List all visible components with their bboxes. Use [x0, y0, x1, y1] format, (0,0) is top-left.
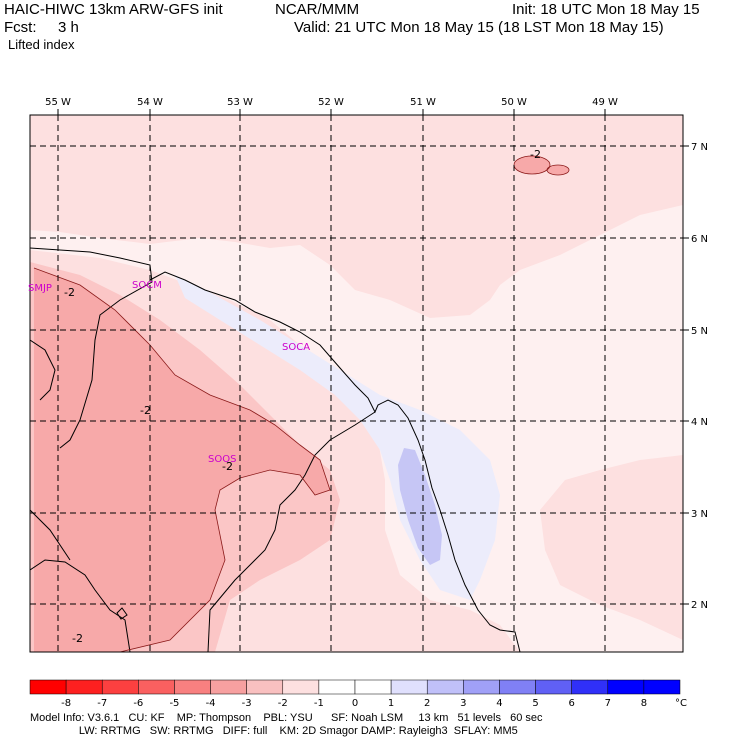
- lon-label: 49 W: [592, 97, 618, 108]
- shade-blob-small: [547, 165, 569, 175]
- legend-label: 8: [641, 698, 647, 709]
- legend-swatch: [318, 679, 356, 695]
- contour-label: -2: [72, 632, 83, 645]
- color-legend: [29, 679, 681, 695]
- legend-label: 4: [496, 698, 502, 709]
- legend-label: 5: [532, 698, 538, 709]
- valid-time: Valid: 21 UTC Mon 18 May 15 (18 LST Mon …: [294, 19, 664, 36]
- contour-labels: -2 -2 -2 -2 -2: [64, 148, 541, 645]
- lat-label: 5 N: [691, 326, 708, 337]
- coastline: [149, 271, 521, 652]
- legend-swatch: [390, 679, 428, 695]
- legend-label: -5: [169, 698, 179, 709]
- lat-label: 7 N: [691, 142, 708, 153]
- contour-label: -2: [530, 148, 541, 161]
- map-frame: [29, 114, 684, 653]
- border-oyapock: [207, 411, 376, 652]
- contour-label: -2: [222, 460, 233, 473]
- lon-label: 53 W: [227, 97, 253, 108]
- legend-label: 0: [352, 698, 358, 709]
- legend-label: -7: [97, 698, 107, 709]
- legend-swatch: [354, 679, 392, 695]
- shade-blue-core: [398, 448, 442, 565]
- legend-swatch: [571, 679, 609, 695]
- shade-east-area: [540, 455, 683, 640]
- river-1: [30, 339, 56, 401]
- contour-blob-small: [546, 164, 570, 176]
- legend-label: -2: [278, 698, 288, 709]
- legend-label: -4: [206, 698, 216, 709]
- legend-swatch: [426, 679, 464, 695]
- model-info-line1: Model Info: V3.6.1 CU: KF MP: Thompson P…: [30, 712, 543, 724]
- contour-line: [33, 267, 331, 652]
- model-info-line2: LW: RRTMG SW: RRTMG DIFF: full KM: 2D Sm…: [30, 725, 518, 737]
- lon-label: 52 W: [318, 97, 344, 108]
- legend-label: 6: [568, 698, 574, 709]
- border-south-2: [30, 509, 71, 561]
- stations: SMJP SOCA SOCM SOOS: [28, 280, 310, 465]
- lat-label: 4 N: [691, 417, 708, 428]
- lat-label: 6 N: [691, 234, 708, 245]
- station-label: SOCM: [132, 280, 162, 291]
- legend-label: 3: [460, 698, 466, 709]
- legend-label: -3: [242, 698, 252, 709]
- forecast-label: Fcst:: [4, 19, 37, 36]
- lon-label: 55 W: [45, 97, 71, 108]
- legend-label: 7: [605, 698, 611, 709]
- legend-label: -6: [133, 698, 143, 709]
- borders: [30, 247, 521, 652]
- frame-ticks: [57, 109, 689, 605]
- legend-unit: °C: [675, 698, 687, 709]
- legend-swatch: [607, 679, 645, 695]
- longitude-labels: 55 W 54 W 53 W 52 W 51 W 50 W 49 W: [45, 97, 618, 108]
- legend-labels: -8 -7 -6 -5 -4 -3 -2 -1 0 1 2 3 4 5 6 7 8: [61, 698, 647, 709]
- lon-label: 50 W: [501, 97, 527, 108]
- center-label: NCAR/MMM: [275, 1, 360, 18]
- lat-label: 2 N: [691, 600, 708, 611]
- station-label: SMJP: [28, 283, 52, 294]
- legend-swatch: [499, 679, 536, 695]
- legend-swatch: [535, 679, 572, 695]
- legend-swatch: [101, 679, 139, 695]
- forecast-value: 3 h: [58, 19, 79, 36]
- border-west: [30, 247, 153, 449]
- latitude-labels: 7 N 6 N 5 N 4 N 3 N 2 N: [691, 142, 708, 611]
- contour-label: -2: [140, 404, 151, 417]
- model-title: HAIC-HIWC 13km ARW-GFS init: [4, 1, 223, 18]
- shade-blob: [514, 156, 550, 174]
- legend-swatch: [65, 679, 103, 695]
- legend-swatch: [29, 679, 67, 695]
- init-time: Init: 18 UTC Mon 18 May 15: [512, 1, 700, 18]
- field-shading: [30, 115, 683, 652]
- shade-strong: [34, 268, 330, 652]
- field-name: Lifted index: [8, 37, 75, 52]
- legend-swatch: [174, 679, 211, 695]
- legend-label: -8: [61, 698, 71, 709]
- legend-label: -1: [314, 698, 324, 709]
- lon-label: 51 W: [410, 97, 436, 108]
- legend-label: 1: [388, 698, 394, 709]
- contour-label: -2: [64, 286, 75, 299]
- station-label: SOCA: [282, 342, 310, 353]
- station-label: SOOS: [208, 454, 236, 465]
- lat-label: 3 N: [691, 509, 708, 520]
- legend-swatch: [138, 679, 175, 695]
- legend-swatch: [210, 679, 247, 695]
- graticule: [30, 115, 683, 652]
- legend-swatch: [282, 679, 320, 695]
- lon-label: 54 W: [137, 97, 163, 108]
- island: [116, 607, 128, 620]
- legend-swatch: [643, 679, 681, 695]
- legend-swatch: [246, 679, 284, 695]
- legend-label: 2: [424, 698, 430, 709]
- legend-swatch: [463, 679, 500, 695]
